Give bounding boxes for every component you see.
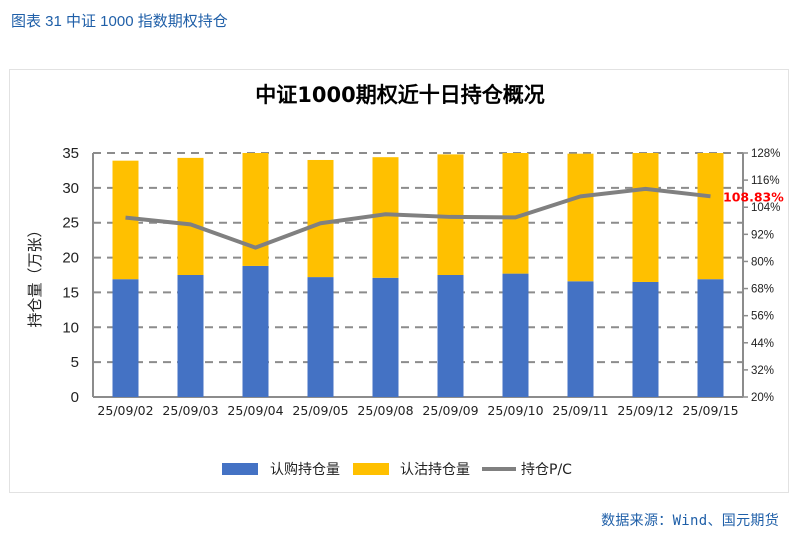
y2-tick-label: 128% bbox=[751, 148, 780, 160]
x-tick-label: 25/09/04 bbox=[227, 403, 283, 418]
legend-swatch-put bbox=[353, 463, 389, 475]
legend-label-call: 认购持仓量 bbox=[270, 462, 340, 478]
y2-tick-label: 68% bbox=[751, 284, 774, 296]
bar-call bbox=[437, 275, 464, 397]
y-tick-label: 15 bbox=[62, 284, 79, 301]
x-tick-label: 25/09/12 bbox=[617, 403, 673, 418]
legend: 认购持仓量 认沽持仓量 持仓P/C bbox=[222, 462, 572, 478]
bar-call bbox=[567, 281, 594, 397]
y2-tick-label: 56% bbox=[751, 311, 774, 323]
y2-tick-label: 80% bbox=[751, 256, 774, 268]
tick-labels: 0 5 10 15 20 25 30 35 20% 32% 44% 56% 68% 80% 92% 104% 1… bbox=[62, 145, 780, 418]
x-tick-label: 25/09/02 bbox=[97, 403, 153, 418]
y-tick-label: 5 bbox=[71, 354, 79, 371]
y-tick-label: 10 bbox=[62, 319, 79, 336]
chart-frame bbox=[9, 69, 789, 493]
y-tick-label: 0 bbox=[71, 389, 79, 406]
bar-call bbox=[372, 277, 399, 397]
legend-label-put: 认沽持仓量 bbox=[400, 462, 470, 478]
bar-call bbox=[502, 273, 529, 397]
bar-call bbox=[632, 281, 659, 397]
y2-tick-label: 104% bbox=[751, 202, 780, 214]
y2-tick-label: 44% bbox=[751, 338, 774, 350]
bar-call bbox=[307, 277, 334, 397]
y-tick-label: 25 bbox=[62, 215, 79, 232]
bar-put bbox=[177, 157, 204, 275]
x-tick-label: 25/09/05 bbox=[292, 403, 348, 418]
x-tick-label: 25/09/10 bbox=[487, 403, 543, 418]
bar-call bbox=[112, 279, 139, 397]
x-tick-label: 25/09/11 bbox=[552, 403, 608, 418]
pc-line-group bbox=[125, 186, 711, 250]
bar-put bbox=[372, 157, 399, 278]
y2-tick-label: 32% bbox=[751, 365, 774, 377]
y2-tick-label: 92% bbox=[751, 229, 774, 241]
x-tick-label: 25/09/08 bbox=[357, 403, 413, 418]
legend-label-pc: 持仓P/C bbox=[521, 462, 572, 478]
bar-put bbox=[307, 159, 334, 278]
bar-call bbox=[697, 279, 724, 397]
pc-line bbox=[125, 186, 711, 250]
bar-put bbox=[632, 153, 659, 282]
data-source: 数据来源：Wind、国元期货 bbox=[601, 513, 779, 529]
x-tick-label: 25/09/03 bbox=[162, 403, 218, 418]
bar-call bbox=[177, 275, 204, 397]
y-axis-label: 持仓量（万张） bbox=[26, 222, 44, 327]
bar-put bbox=[697, 153, 724, 280]
figure-caption: 图表 31 中证 1000 指数期权持仓 bbox=[11, 13, 228, 30]
y2-tick-label: 116% bbox=[751, 175, 780, 187]
legend-swatch-call bbox=[222, 463, 258, 475]
y-tick-label: 20 bbox=[62, 250, 79, 267]
x-tick-label: 25/09/15 bbox=[682, 403, 738, 418]
y-tick-label: 30 bbox=[62, 180, 79, 197]
chart-title: 中证1000期权近十日持仓概况 bbox=[255, 83, 544, 107]
y2-tick-label: 20% bbox=[751, 392, 774, 404]
y-tick-label: 35 bbox=[62, 145, 79, 162]
bar-put bbox=[567, 153, 594, 282]
pc-annotation: 108.83% bbox=[723, 189, 784, 204]
x-tick-label: 25/09/09 bbox=[422, 403, 478, 418]
bars bbox=[112, 153, 724, 397]
grid bbox=[93, 152, 743, 364]
bar-call bbox=[242, 265, 269, 397]
